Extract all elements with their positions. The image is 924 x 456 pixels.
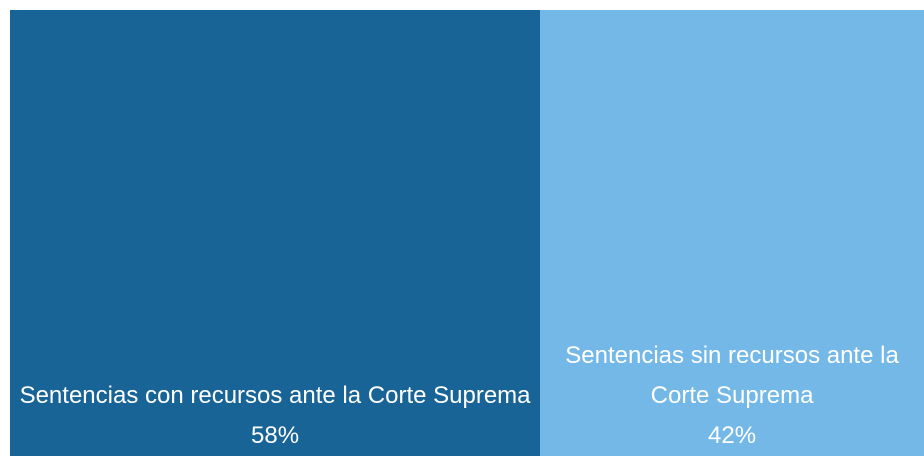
tile-value: 42% <box>708 422 757 449</box>
treemap-tile: Sentencias con recursos ante la Corte Su… <box>10 10 541 456</box>
chart: Sentencias con recursos ante la Corte Su… <box>10 10 924 456</box>
tile-label: Sentencias con recursos ante la Corte Su… <box>19 382 531 409</box>
treemap-tile: Sentencias sin recursos ante la Corte Su… <box>540 10 924 456</box>
tile-label: Sentencias sin recursos ante la Corte Su… <box>565 342 899 409</box>
tile-value: 58% <box>251 422 300 449</box>
